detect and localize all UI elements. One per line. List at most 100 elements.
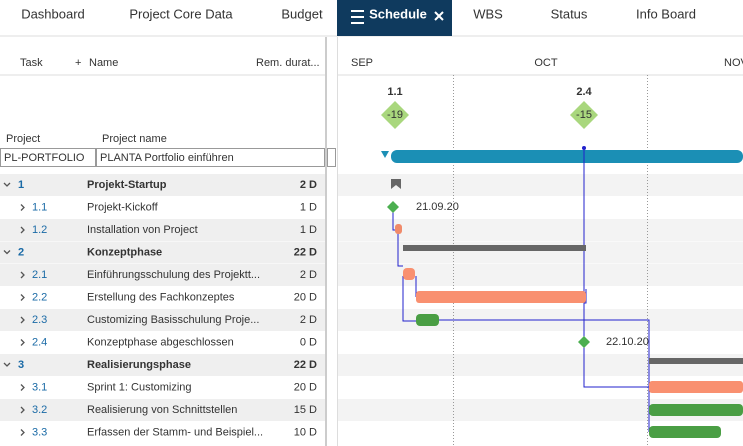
expand-icon[interactable] [20,429,25,436]
field-label: Project name [102,133,167,145]
field-label: Project [6,133,40,145]
task-id: 2.2 [32,291,47,303]
remaining-duration: 20 D [294,291,317,303]
row-bg [0,241,325,264]
task-name: Projekt-Kickoff [87,201,159,213]
task-bar[interactable] [649,404,743,416]
task-id: 2 [18,246,24,258]
task-id: 1.1 [32,201,47,213]
project-id: PL-PORTFOLIO [4,152,85,164]
tab[interactable]: Info Board [636,6,696,21]
row-bg [0,264,325,286]
month-label: SEP [351,57,373,69]
collapse-icon[interactable] [3,362,11,367]
remaining-duration: 2 D [300,269,317,281]
task-name: Konzeptphase [87,246,162,258]
task-bar[interactable] [649,426,721,438]
milestone-id: 1.1 [387,86,402,98]
tab[interactable]: WBS [473,6,503,21]
date-label: 21.09.20 [416,201,459,213]
task-id: 3.3 [32,426,47,438]
expand-icon[interactable] [20,271,25,279]
milestone-diamond[interactable] [578,336,590,348]
tab[interactable]: Status [551,6,588,21]
task-name: Sprint 1: Customizing [87,381,192,393]
month-label: OCT [534,57,558,69]
row-bg [338,399,743,421]
row-bg [338,241,743,264]
row-bg [0,174,325,196]
expand-icon[interactable] [20,384,25,391]
splitter[interactable] [325,37,327,446]
task-bar[interactable] [649,381,743,393]
task-id: 2.3 [32,314,47,326]
column-header: Rem. durat... [256,57,320,69]
expand-icon[interactable] [20,204,25,211]
task-id: 2.1 [32,269,47,281]
project-name: PLANTA Portfolio einführen [100,152,234,164]
expand-icon[interactable] [20,406,25,414]
task-bar[interactable] [416,314,439,326]
summary-flag [391,179,401,189]
project-bar[interactable] [391,150,743,163]
remaining-duration: 20 D [294,381,317,393]
remaining-duration: 2 D [300,314,317,326]
tab[interactable]: Dashboard [21,6,85,21]
milestone-id: 2.4 [576,86,592,98]
task-bar[interactable] [416,291,586,303]
milestone-delta: -19 [387,109,403,121]
row-bg [0,219,325,241]
input-field[interactable] [96,148,325,167]
column-header: Name [89,57,118,69]
expand-icon[interactable] [20,294,25,301]
row-bg [338,354,743,376]
project-marker [381,151,389,158]
task-name: Customizing Basisschulung Proje... [87,314,259,326]
task-id: 2.4 [32,336,47,348]
remaining-duration: 0 D [300,336,317,348]
task-bar[interactable] [403,268,415,280]
remaining-duration: 1 D [300,201,317,213]
milestone-delta: -15 [576,109,592,121]
expand-icon[interactable] [20,339,25,346]
row-bg [338,219,743,241]
input-field[interactable] [327,148,336,167]
remaining-duration: 1 D [300,224,317,236]
add-icon[interactable]: + [75,57,81,69]
task-name: Realisierungsphase [87,359,191,371]
task-id: 3 [18,359,24,371]
task-name: Projekt-Startup [87,179,167,191]
remaining-duration: 22 D [294,359,317,371]
task-name: Konzeptphase abgeschlossen [87,336,234,348]
close-icon[interactable] [434,11,444,21]
remaining-duration: 10 D [294,426,317,438]
row-bg [338,264,743,286]
collapse-icon[interactable] [3,250,11,255]
row-bg [0,309,325,331]
dependency-dot [582,146,586,150]
collapse-icon[interactable] [3,182,11,187]
task-name: Installation von Project [87,224,198,236]
task-id: 1.2 [32,224,47,236]
month-label: NOV [724,57,743,69]
row-bg [0,399,325,421]
tab[interactable]: Schedule [369,6,427,21]
expand-icon[interactable] [20,226,25,234]
task-bar[interactable] [395,224,402,234]
milestone-diamond[interactable] [387,201,399,213]
expand-icon[interactable] [20,316,25,324]
row-bg [0,354,325,376]
task-id: 1 [18,179,24,191]
milestone-icon[interactable] [570,101,598,129]
summary-bar[interactable] [403,245,586,251]
summary-bar[interactable] [649,358,743,364]
menu-icon[interactable] [351,10,364,24]
tab[interactable]: Budget [281,6,323,21]
milestone-icon[interactable] [381,101,409,129]
task-name: Erfassen der Stamm- und Beispiel... [87,426,263,438]
task-name: Realisierung von Schnittstellen [87,404,237,416]
remaining-duration: 22 D [294,246,317,258]
tab[interactable]: Project Core Data [129,6,233,21]
input-field[interactable] [0,148,96,167]
